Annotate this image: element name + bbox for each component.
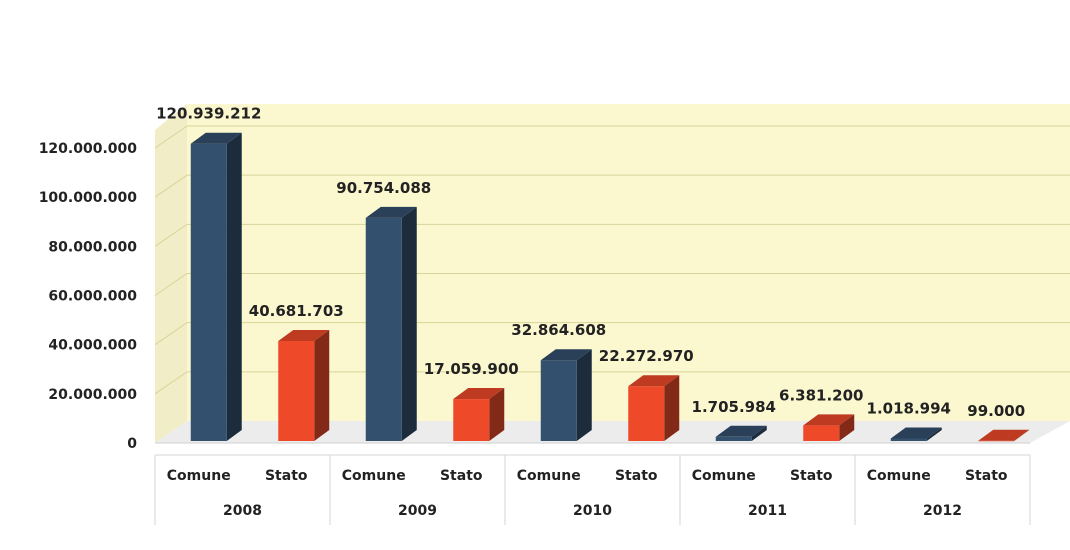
bar-2008-comune	[190, 143, 227, 441]
category-label: Stato	[615, 468, 658, 484]
bar-top	[628, 375, 680, 387]
gridline	[154, 223, 1070, 247]
gridline	[154, 273, 1070, 296]
gridline	[154, 322, 1070, 346]
bar-2010-stato	[628, 386, 665, 441]
bar-top	[803, 414, 855, 426]
bar-top	[278, 329, 330, 341]
bar-side	[401, 206, 417, 441]
back-wall	[187, 104, 1070, 421]
bar-side	[1014, 429, 1030, 441]
y-tick-label: 20.000.000	[48, 387, 137, 403]
bar-side	[926, 427, 942, 441]
bar-top	[190, 132, 242, 144]
category-label: Comune	[167, 468, 231, 484]
data-label: 32.864.608	[511, 321, 606, 339]
data-label: 120.939.212	[156, 105, 261, 123]
bar-2008-stato	[278, 340, 315, 441]
bar-2011-stato	[803, 425, 840, 441]
bar-top	[540, 349, 592, 361]
bar-side	[226, 132, 242, 441]
category-label: Stato	[965, 468, 1008, 484]
data-label: 1.705.984	[692, 398, 776, 416]
bar-side	[576, 349, 592, 441]
category-label: Stato	[265, 468, 308, 484]
category-label: Stato	[440, 468, 483, 484]
bar-side	[314, 329, 330, 441]
category-label: Comune	[867, 468, 931, 484]
data-label: 17.059.900	[424, 360, 519, 378]
bar-top	[890, 427, 942, 439]
gridline	[154, 174, 1070, 198]
y-tick-label: 40.000.000	[48, 338, 137, 354]
group-label: 2010	[573, 503, 612, 519]
data-label: 40.681.703	[249, 302, 344, 320]
bar-top	[715, 425, 767, 437]
gridline	[154, 371, 1070, 395]
category-label: Stato	[790, 468, 833, 484]
bar-top	[365, 206, 417, 218]
bar-2009-comune	[365, 217, 402, 441]
bar-2011-comune	[715, 436, 752, 441]
y-tick-label: 100.000.000	[39, 190, 138, 206]
y-tick-label: 0	[127, 436, 137, 452]
bar-2010-comune	[540, 360, 577, 441]
bar-side	[751, 425, 767, 441]
category-label: Comune	[692, 468, 756, 484]
data-label: 6.381.200	[779, 386, 863, 404]
category-label: Comune	[517, 468, 581, 484]
bar-top	[978, 429, 1030, 441]
bar-side	[489, 388, 505, 441]
bar-2009-stato	[453, 399, 490, 441]
data-label: 22.272.970	[599, 347, 694, 365]
bar-side	[664, 375, 680, 441]
group-label: 2009	[398, 503, 437, 519]
bar-top	[453, 388, 505, 400]
data-label: 99.000	[967, 402, 1025, 420]
group-label: 2011	[748, 503, 787, 519]
y-tick-label: 120.000.000	[39, 141, 138, 157]
side-wall	[155, 104, 187, 443]
data-label: 1.018.994	[867, 399, 951, 417]
bar-2012-stato	[978, 440, 1015, 442]
bar-2012-comune	[890, 438, 927, 441]
data-label: 90.754.088	[336, 179, 431, 197]
group-label: 2012	[923, 503, 962, 519]
group-label: 2008	[223, 503, 262, 519]
y-tick-label: 60.000.000	[48, 289, 137, 305]
y-tick-label: 80.000.000	[48, 239, 137, 255]
category-label: Comune	[342, 468, 406, 484]
bar-side	[839, 414, 855, 441]
gridline	[154, 125, 1070, 149]
